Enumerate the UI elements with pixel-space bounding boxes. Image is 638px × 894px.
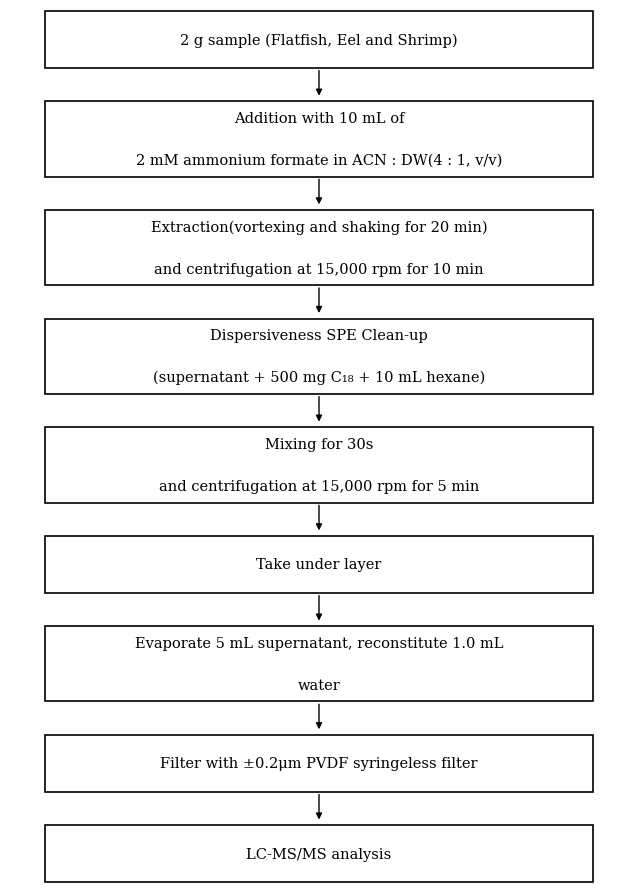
Text: Addition with 10 mL of: Addition with 10 mL of: [234, 112, 404, 126]
Bar: [45, 825, 593, 882]
Text: Take under layer: Take under layer: [256, 558, 382, 572]
Text: water: water: [297, 679, 341, 692]
Bar: [45, 319, 593, 394]
Bar: [45, 211, 593, 286]
Bar: [45, 536, 593, 593]
Bar: [45, 428, 593, 503]
Bar: [45, 627, 593, 702]
Text: Evaporate 5 mL supernatant, reconstitute 1.0 mL: Evaporate 5 mL supernatant, reconstitute…: [135, 636, 503, 650]
Text: Mixing for 30s: Mixing for 30s: [265, 437, 373, 451]
Text: and centrifugation at 15,000 rpm for 5 min: and centrifugation at 15,000 rpm for 5 m…: [159, 479, 479, 493]
Text: 2 g sample (Flatfish, Eel and Shrimp): 2 g sample (Flatfish, Eel and Shrimp): [180, 33, 458, 47]
Text: (supernatant + 500 mg C₁₈ + 10 mL hexane): (supernatant + 500 mg C₁₈ + 10 mL hexane…: [153, 371, 485, 385]
Text: 2 mM ammonium formate in ACN : DW(4 : 1, v/v): 2 mM ammonium formate in ACN : DW(4 : 1,…: [136, 154, 502, 168]
Text: Filter with ±0.2μm PVDF syringeless filter: Filter with ±0.2μm PVDF syringeless filt…: [160, 756, 478, 771]
Bar: [45, 12, 593, 69]
Bar: [45, 102, 593, 177]
Text: Dispersiveness SPE Clean-up: Dispersiveness SPE Clean-up: [210, 329, 428, 342]
Text: LC-MS/MS analysis: LC-MS/MS analysis: [246, 847, 392, 861]
Text: Extraction(vortexing and shaking for 20 min): Extraction(vortexing and shaking for 20 …: [151, 220, 487, 234]
Text: and centrifugation at 15,000 rpm for 10 min: and centrifugation at 15,000 rpm for 10 …: [154, 262, 484, 276]
Bar: [45, 735, 593, 792]
